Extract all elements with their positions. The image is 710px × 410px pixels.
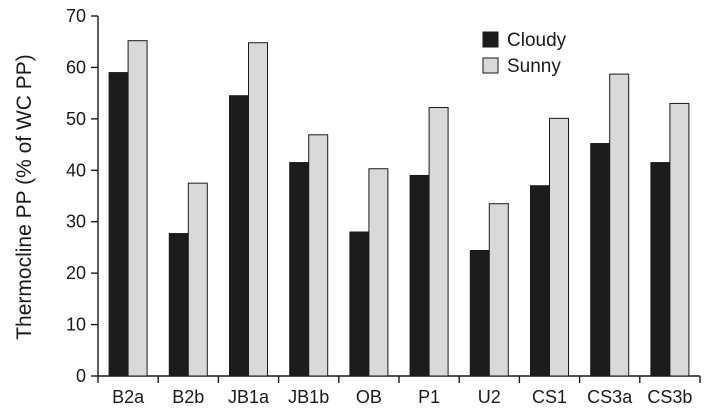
x-tick-label: CS3a: [587, 387, 633, 407]
bars-group: [108, 40, 690, 377]
x-tick-label: CS3b: [647, 387, 692, 407]
bar-sunny-cs3a: [609, 73, 630, 377]
bar-sunny-cs1: [549, 117, 569, 377]
y-axis: 0 10 20 30 40 50 60 70: [66, 6, 99, 386]
bar-cloudy-u2: [469, 250, 490, 377]
x-tick-label: U2: [478, 387, 501, 407]
bar-sunny-b2a: [127, 40, 148, 377]
y-tick-label: 70: [66, 6, 86, 26]
bar-sunny-jb1a: [248, 42, 268, 377]
x-tick-label: B2b: [172, 387, 204, 407]
bar-cloudy-cs1: [530, 185, 550, 377]
y-tick-label: 10: [66, 315, 86, 335]
x-axis: B2a B2b JB1a JB1b OB P1 U2 CS1 CS3a CS3b: [97, 375, 701, 407]
y-axis-label: Thermocline PP (% of WC PP): [13, 54, 36, 340]
bar-cloudy-ob: [349, 231, 370, 377]
bar-sunny-cs3b: [669, 102, 690, 377]
y-tick-label: 30: [66, 212, 86, 232]
bar-cloudy-b2b: [168, 233, 189, 377]
bar-sunny-u2: [488, 203, 509, 377]
bar-cloudy-p1: [409, 174, 430, 377]
bar-cloudy-b2a: [108, 72, 129, 377]
bar-cloudy-cs3b: [650, 162, 671, 377]
legend: Cloudy Sunny: [482, 30, 567, 77]
legend-label-sunny: Sunny: [507, 56, 561, 77]
y-tick-label: 50: [66, 109, 86, 129]
legend-swatch-sunny: [482, 57, 499, 74]
y-tick-label: 60: [66, 57, 86, 77]
x-tick-label: CS1: [532, 387, 567, 407]
legend-label-cloudy: Cloudy: [507, 30, 567, 51]
legend-swatch-cloudy: [482, 31, 499, 48]
y-tick-label: 0: [76, 366, 86, 386]
y-tick-label: 40: [66, 160, 86, 180]
bar-sunny-ob: [368, 168, 389, 377]
bar-sunny-p1: [428, 107, 449, 377]
x-tick-label: JB1a: [228, 387, 270, 407]
x-tick-label: P1: [418, 387, 440, 407]
bar-cloudy-cs3a: [590, 143, 611, 377]
bar-sunny-jb1b: [308, 134, 329, 377]
x-tick-label: JB1b: [288, 387, 329, 407]
x-tick-label: OB: [356, 387, 382, 407]
y-tick-label: 20: [66, 263, 86, 283]
x-tick-label: B2a: [112, 387, 145, 407]
bar-cloudy-jb1b: [289, 162, 310, 377]
bar-sunny-b2b: [187, 182, 208, 377]
bar-cloudy-jb1a: [229, 95, 249, 377]
